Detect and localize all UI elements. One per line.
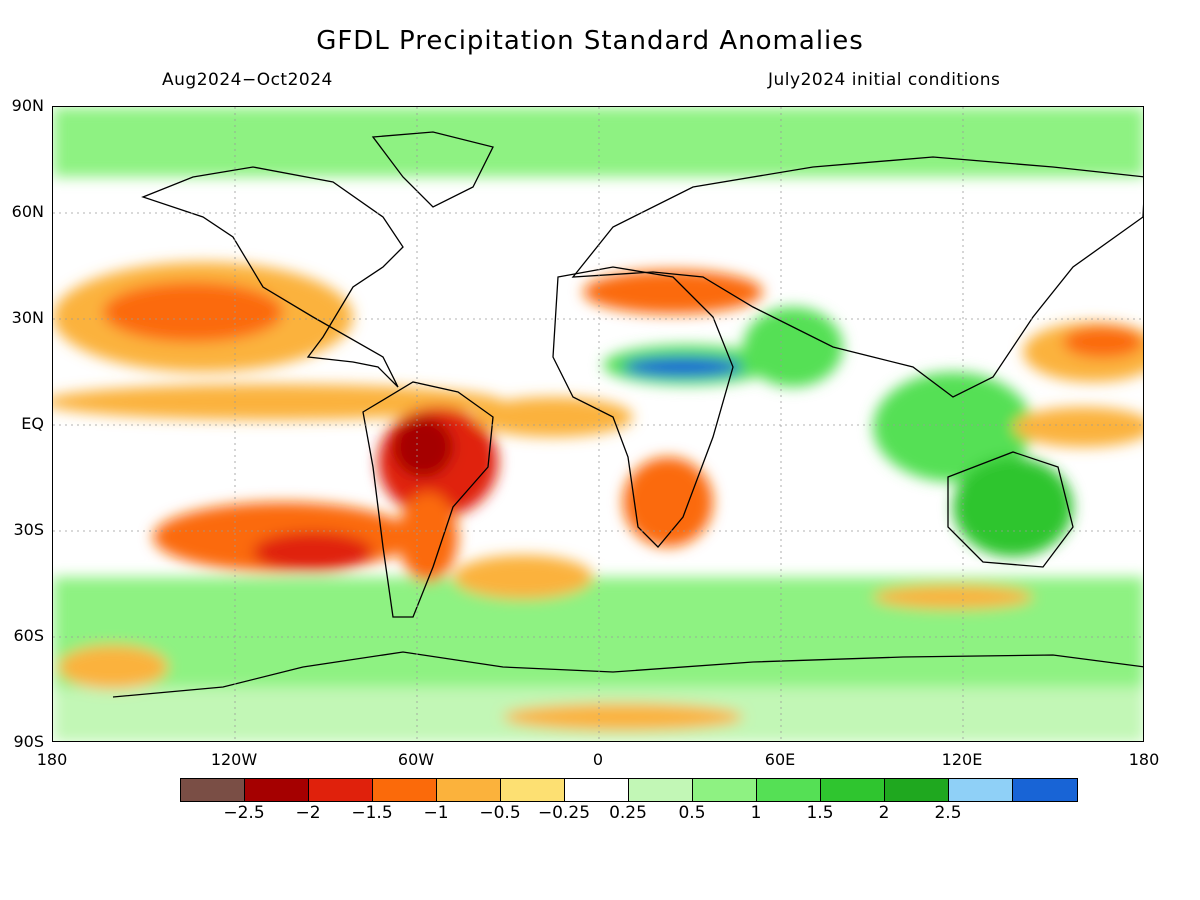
colorbar-swatch: [885, 779, 949, 801]
colorbar-tick-label: −2.5: [223, 803, 265, 823]
colorbar-tick-label: 1: [750, 803, 762, 823]
colorbar-swatch: [821, 779, 885, 801]
colorbar-swatch: [245, 779, 309, 801]
colorbar-tick-label: 0.5: [678, 803, 706, 823]
antarctica-coast: [112, 651, 1143, 698]
colorbar-tick-label: 2: [878, 803, 890, 823]
colorbar-swatch: [373, 779, 437, 801]
colorbar-swatch: [949, 779, 1013, 801]
eq-pacific-dry: [53, 384, 503, 420]
australia-coast: [947, 451, 1074, 568]
map-title: GFDL Precipitation Standard Anomalies: [316, 26, 864, 56]
south-america-coast: [362, 381, 494, 618]
colorbar-swatch: [437, 779, 501, 801]
lat-label-30n: 30N: [11, 308, 44, 327]
graticule: [53, 107, 1143, 741]
colorbar-swatch: [309, 779, 373, 801]
colorbar: [180, 778, 1078, 802]
colorbar-swatch: [1013, 779, 1077, 801]
australia-wet: [953, 457, 1073, 557]
arctic-wet-band: [53, 107, 1143, 177]
colorbar-tick-label: 1.5: [806, 803, 834, 823]
initial-conditions: July2024 initial conditions: [768, 70, 1001, 90]
atlantic-dry: [473, 397, 633, 437]
mediterranean-dry: [583, 270, 763, 314]
india-wet: [743, 307, 843, 387]
colorbar-swatch: [565, 779, 629, 801]
cen-pacific-dry: [1013, 407, 1143, 447]
colorbar-tick-label: −1.5: [351, 803, 393, 823]
africa-coast: [552, 266, 734, 548]
maritime-wet: [873, 372, 1033, 482]
lat-label-60n: 60N: [11, 202, 44, 221]
lon-label-180w: 180: [36, 750, 68, 769]
colorbar-tick-label: 2.5: [934, 803, 962, 823]
sahel-wet-core: [623, 357, 743, 377]
lon-label-180e: 180: [1128, 750, 1160, 769]
europe-asia-coast: [571, 156, 1143, 398]
amazon-core: [393, 417, 453, 477]
forecast-period: Aug2024−Oct2024: [162, 70, 333, 90]
lon-label-120e: 120E: [941, 750, 983, 769]
ne-pacific-core: [103, 282, 283, 342]
colorbar-swatch: [757, 779, 821, 801]
colorbar-tick-label: −0.25: [537, 803, 591, 823]
brazil-dry: [398, 492, 458, 582]
colorbar-tick-label: −0.5: [479, 803, 521, 823]
coastlines: [112, 131, 1143, 698]
s-atlantic-dry: [453, 555, 593, 599]
lat-label-90n: 90N: [11, 96, 44, 115]
antarctic-dry: [503, 703, 743, 731]
lon-label-0: 0: [592, 750, 604, 769]
colorbar-swatch: [181, 779, 245, 801]
lat-label-30s: 30S: [13, 520, 44, 539]
se-pacific-core: [253, 532, 373, 572]
s-pacific-patch: [58, 645, 168, 689]
lon-label-60e: 60E: [764, 750, 796, 769]
s-indian-dry: [873, 585, 1033, 609]
lon-label-120w: 120W: [210, 750, 258, 769]
lon-label-60w: 60W: [397, 750, 435, 769]
north-america-coast: [141, 166, 404, 388]
greenland-coast: [371, 131, 494, 208]
lat-label-60s: 60S: [13, 626, 44, 645]
anomaly-map: [52, 106, 1144, 742]
s-africa-dry: [623, 457, 713, 547]
w-pacific-core: [1063, 326, 1143, 358]
colorbar-swatch: [629, 779, 693, 801]
lat-label-90s: 90S: [13, 732, 44, 751]
colorbar-tick-label: −1: [423, 803, 449, 823]
colorbar-swatch: [501, 779, 565, 801]
lat-label-eq: EQ: [21, 414, 44, 433]
colorbar-tick-label: 0.25: [609, 803, 647, 823]
colorbar-swatch: [693, 779, 757, 801]
colorbar-tick-label: −2: [295, 803, 321, 823]
